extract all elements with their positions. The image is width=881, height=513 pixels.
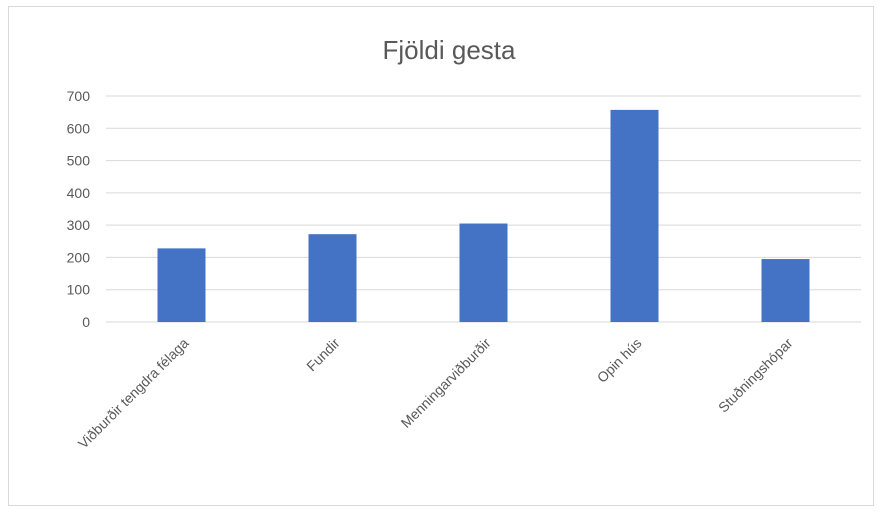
x-category-label: Opin hús [594, 335, 645, 386]
x-category-label: Viðburðir tengdra félaga [75, 335, 192, 452]
y-tick-label: 300 [67, 217, 91, 233]
bar [761, 259, 810, 322]
y-tick-label: 0 [82, 314, 90, 330]
y-tick-label: 600 [67, 120, 91, 136]
x-axis-category-labels: Viðburðir tengdra félaga Fundir Menningarv… [75, 335, 796, 452]
bars [157, 109, 810, 322]
x-category-label: Fundir [303, 335, 343, 375]
x-category-label: Stuðningshópar [715, 335, 796, 416]
bar [610, 109, 659, 322]
y-tick-label: 100 [67, 282, 91, 298]
bar [157, 248, 206, 322]
y-tick-label: 400 [67, 185, 91, 201]
bar [308, 234, 357, 322]
chart-frame: Fjöldi gesta 0 100 200 300 400 500 600 700 Viðb… [8, 6, 874, 506]
y-tick-label: 200 [67, 249, 91, 265]
x-category-label: Menningarviðburðir [398, 335, 494, 431]
bar [459, 223, 508, 322]
y-axis-tick-labels: 0 100 200 300 400 500 600 700 [67, 88, 91, 330]
bar-chart: Fjöldi gesta 0 100 200 300 400 500 600 700 Viðb… [67, 35, 861, 452]
y-tick-label: 500 [67, 153, 91, 169]
chart-title: Fjöldi gesta [383, 35, 516, 65]
y-tick-label: 700 [67, 88, 91, 104]
